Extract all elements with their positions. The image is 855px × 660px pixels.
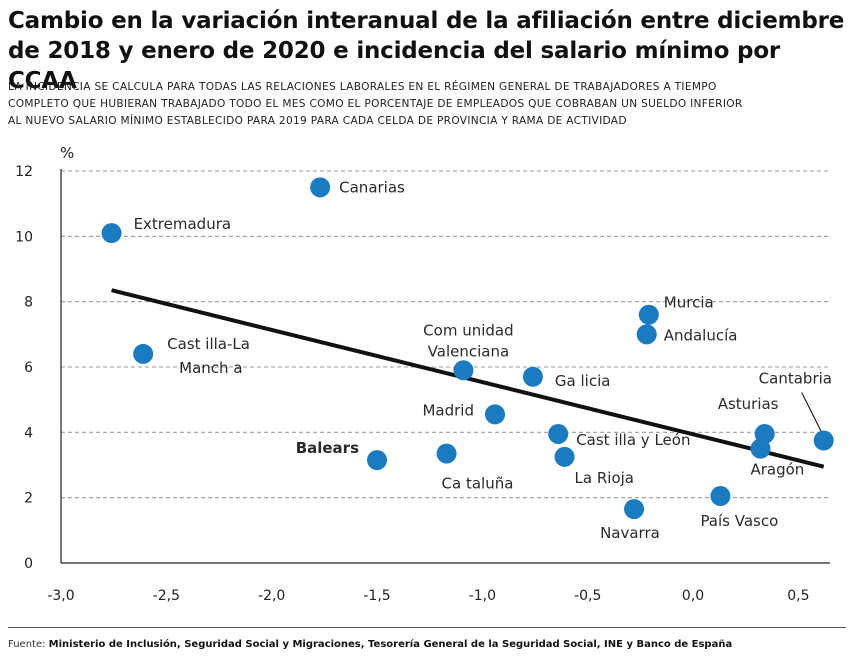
data-point xyxy=(638,304,659,325)
x-tick-label: -1,0 xyxy=(469,588,496,604)
footer-divider xyxy=(8,627,846,628)
y-tick-label: 2 xyxy=(24,491,33,507)
point-label: Madrid xyxy=(422,401,474,419)
point-label: Cast illa-La xyxy=(167,335,250,353)
data-point xyxy=(133,343,154,364)
point-label: Valenciana xyxy=(428,342,510,360)
data-point xyxy=(101,223,122,244)
data-point xyxy=(813,430,834,451)
y-tick-label: 8 xyxy=(24,295,33,311)
source-label: Fuente: xyxy=(8,639,46,650)
source-text: Ministerio de Inclusión, Seguridad Socia… xyxy=(48,639,733,650)
y-tick-label: 6 xyxy=(24,360,33,376)
point-label: Aragón xyxy=(750,461,804,479)
x-tick-label: 0,0 xyxy=(682,588,704,604)
y-axis-label: % xyxy=(60,144,74,162)
point-label: Asturias xyxy=(718,395,779,413)
point-label: Manch a xyxy=(179,359,242,377)
chart-subtitle-line-3: AL NUEVO SALARIO MÍNIMO ESTABLECIDO PARA… xyxy=(8,115,627,127)
x-tick-label: -1,5 xyxy=(363,588,390,604)
x-tick-label: 0,5 xyxy=(787,588,809,604)
data-point xyxy=(750,438,771,459)
x-tick-label: -2,5 xyxy=(153,588,180,604)
data-point xyxy=(548,423,569,444)
data-point xyxy=(367,450,388,471)
data-point xyxy=(453,360,474,381)
cantabria-leader-line xyxy=(801,392,823,433)
point-label: Canarias xyxy=(339,178,405,196)
data-point xyxy=(710,486,731,507)
y-tick-label: 4 xyxy=(24,425,33,441)
chart-subtitle-line-1: LA INCIDENCIA SE CALCULA PARA TODAS LAS … xyxy=(8,81,717,93)
point-label: País Vasco xyxy=(700,512,778,530)
y-tick-label: 0 xyxy=(24,556,33,572)
data-point xyxy=(624,499,645,520)
point-label: Cantabria xyxy=(759,370,832,388)
data-point xyxy=(554,446,575,467)
x-tick-label: -2,0 xyxy=(258,588,285,604)
chart-title-line-1: Cambio en la variación interanual de la … xyxy=(8,8,845,34)
point-label: Murcia xyxy=(664,294,714,312)
point-label: Balears xyxy=(296,439,359,457)
x-tick-label: -0,5 xyxy=(574,588,601,604)
chart-subtitle-line-2: COMPLETO QUE HUBIERAN TRABAJADO TODO EL … xyxy=(8,98,743,110)
point-label: Navarra xyxy=(600,524,660,542)
data-point xyxy=(485,404,506,425)
x-tick-label: -3,0 xyxy=(47,588,74,604)
data-point xyxy=(310,177,331,198)
scatter-chart: 0 2 4 6 8 10 12 -3,0 -2,5 -2,0 -1,5 -1,0 -0,5 0,0 0,5%… xyxy=(15,144,834,604)
y-tick-label: 10 xyxy=(15,229,33,245)
source-note: Fuente: Ministerio de Inclusión, Segurid… xyxy=(8,639,732,650)
chart-title: Cambio en la variación interanual de la … xyxy=(8,6,848,96)
chart-subtitle: LA INCIDENCIA SE CALCULA PARA TODAS LAS … xyxy=(8,79,828,130)
data-point xyxy=(636,324,657,345)
chart-title-line-2: de 2018 y enero de 2020 e incidencia del… xyxy=(8,38,781,94)
data-point xyxy=(522,366,543,387)
point-label: La Rioja xyxy=(575,469,634,487)
point-label: Andalucía xyxy=(664,326,738,344)
point-label: Ga licia xyxy=(555,372,611,390)
point-label: Com unidad xyxy=(423,321,513,339)
point-label: Extremadura xyxy=(134,215,232,233)
point-label: Ca taluña xyxy=(442,475,514,493)
point-label: Cast illa y León xyxy=(576,431,690,449)
y-tick-label: 12 xyxy=(15,164,33,180)
data-point xyxy=(436,443,457,464)
